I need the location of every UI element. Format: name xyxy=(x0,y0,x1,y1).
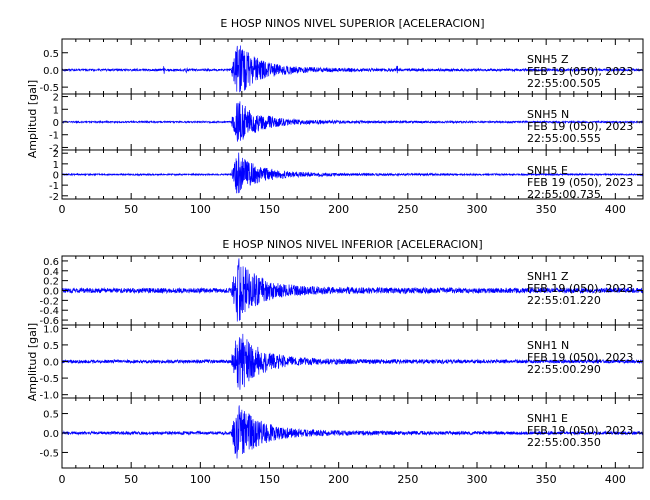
x-tick-label: 250 xyxy=(397,203,418,216)
y-tick-label: 0.6 xyxy=(43,257,59,268)
y-tick-label: -1 xyxy=(49,131,59,142)
station-info-line: SNH1 N xyxy=(527,339,569,352)
y-axis-label: Amplitud [gal] xyxy=(26,323,39,401)
y-tick-label: 2 xyxy=(53,149,59,160)
station-info-line: SNH1 Z xyxy=(527,270,569,283)
y-tick-label: -2 xyxy=(49,143,59,154)
x-tick-label: 0 xyxy=(59,473,66,486)
y-tick-label: -0.5 xyxy=(39,83,59,94)
station-info-line: FEB 19 (050), 2023 xyxy=(527,282,633,295)
x-tick-label: 0 xyxy=(59,203,66,216)
station-info-line: SNH5 E xyxy=(527,164,568,177)
y-tick-label: 0.0 xyxy=(43,287,59,298)
station-info-line: 22:55:00.505 xyxy=(527,77,601,90)
station-info-line: SNH5 N xyxy=(527,108,569,121)
x-tick-label: 300 xyxy=(467,473,488,486)
waveform-trace xyxy=(61,101,644,142)
waveform-trace xyxy=(61,45,644,93)
x-tick-label: 100 xyxy=(190,203,211,216)
chart-group-1: E HOSP NINOS NIVEL SUPERIOR [ACELERACION… xyxy=(26,17,644,216)
x-tick-label: 50 xyxy=(124,473,138,486)
station-info-line: FEB 19 (050), 2023 xyxy=(527,351,633,364)
x-tick-label: 400 xyxy=(605,473,626,486)
station-info-line: FEB 19 (050), 2023 xyxy=(527,424,633,437)
y-tick-label: 0.5 xyxy=(43,49,59,60)
waveform-trace xyxy=(61,152,644,194)
x-tick-label: 200 xyxy=(328,203,349,216)
x-tick-label: 400 xyxy=(605,203,626,216)
station-info-line: 22:55:00.555 xyxy=(527,132,601,145)
y-tick-label: 1 xyxy=(53,160,59,171)
y-tick-label: -0.5 xyxy=(39,448,59,459)
y-tick-label: 0.2 xyxy=(43,277,59,288)
station-info-line: SNH5 Z xyxy=(527,53,569,66)
y-tick-label: 0.5 xyxy=(43,410,59,421)
y-tick-label: 0.4 xyxy=(43,267,59,278)
station-info-line: FEB 19 (050), 2023 xyxy=(527,120,633,133)
x-tick-label: 150 xyxy=(259,203,280,216)
chart-title: E HOSP NINOS NIVEL INFERIOR [ACELERACION… xyxy=(222,238,482,251)
y-tick-label: 0.0 xyxy=(43,66,59,77)
y-tick-label: -2 xyxy=(49,192,59,203)
y-tick-label: -0.6 xyxy=(39,316,59,327)
waveform-trace xyxy=(61,258,644,322)
y-tick-label: 2 xyxy=(53,93,59,104)
x-tick-label: 200 xyxy=(328,473,349,486)
x-tick-label: 250 xyxy=(397,473,418,486)
x-tick-label: 150 xyxy=(259,473,280,486)
x-tick-label: 100 xyxy=(190,473,211,486)
y-tick-label: 0.0 xyxy=(43,358,59,369)
y-tick-label: -1 xyxy=(49,181,59,192)
y-tick-label: -0.2 xyxy=(39,296,59,307)
station-info-line: SNH1 E xyxy=(527,412,568,425)
y-tick-label: 1.0 xyxy=(43,324,59,335)
y-axis-label: Amplitud [gal] xyxy=(26,80,39,158)
x-tick-label: 350 xyxy=(536,203,557,216)
y-tick-label: 0 xyxy=(53,118,59,129)
station-info-line: FEB 19 (050), 2023 xyxy=(527,176,633,189)
y-tick-label: 1 xyxy=(53,105,59,116)
y-tick-label: 0.5 xyxy=(43,341,59,352)
waveform-trace xyxy=(61,333,644,390)
station-info-line: 22:55:00.290 xyxy=(527,363,601,376)
chart-group-2: E HOSP NINOS NIVEL INFERIOR [ACELERACION… xyxy=(26,238,644,486)
station-info-line: 22:55:01.220 xyxy=(527,294,601,307)
waveform-trace xyxy=(61,405,644,459)
x-tick-label: 350 xyxy=(536,473,557,486)
y-tick-label: -0.4 xyxy=(39,306,59,317)
y-tick-label: 0 xyxy=(53,171,59,182)
station-info-line: 22:55:00.735 xyxy=(527,188,601,201)
station-info-line: 22:55:00.350 xyxy=(527,436,601,449)
station-info-line: FEB 19 (050), 2023 xyxy=(527,65,633,78)
x-tick-label: 300 xyxy=(467,203,488,216)
y-tick-label: -1.0 xyxy=(39,391,59,402)
x-tick-label: 50 xyxy=(124,203,138,216)
y-tick-label: -0.5 xyxy=(39,374,59,385)
chart-title: E HOSP NINOS NIVEL SUPERIOR [ACELERACION… xyxy=(220,17,484,30)
y-tick-label: 0.0 xyxy=(43,429,59,440)
